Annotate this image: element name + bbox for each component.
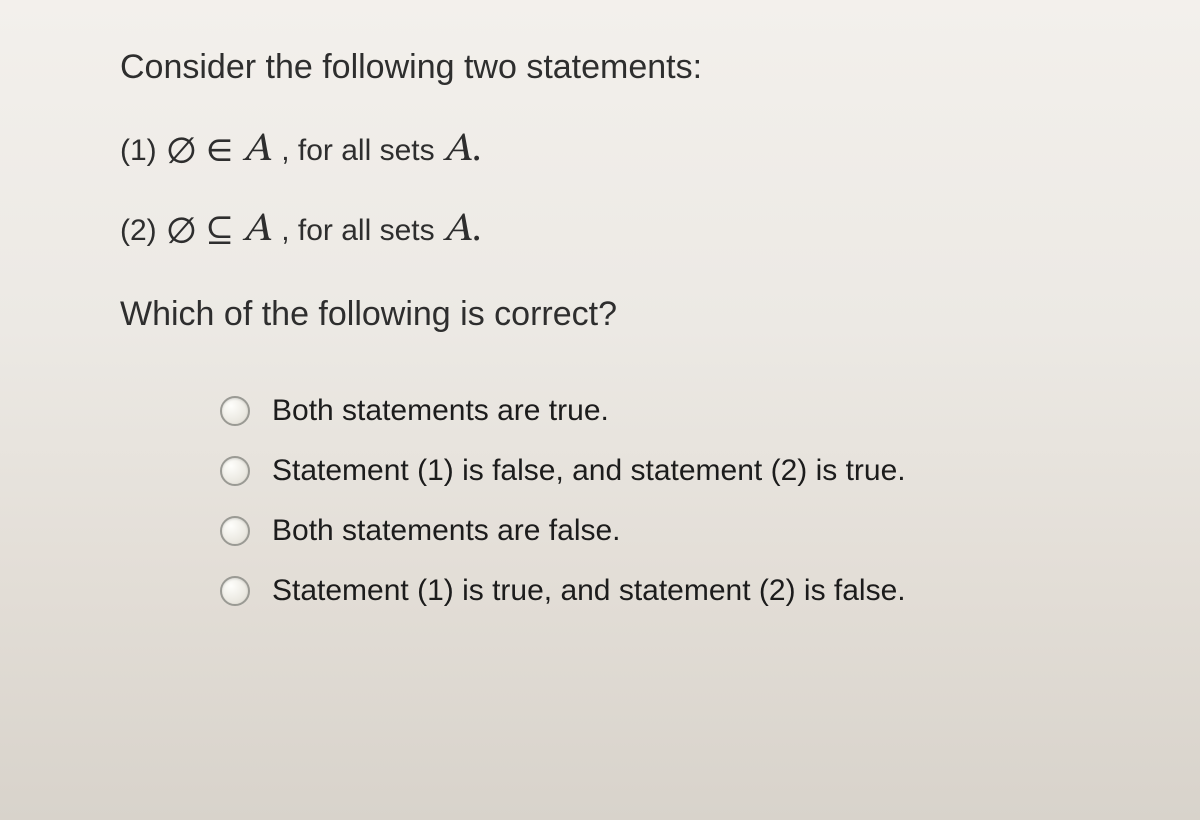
statement-1-rest-math: A xyxy=(443,130,472,170)
statement-2-rel: ⊆ xyxy=(206,212,233,250)
statement-1-rest-pre: , for all sets xyxy=(281,134,443,167)
options-group: Both statements are true. Statement (1) … xyxy=(120,394,1110,608)
statement-1-rest: , for all sets A. xyxy=(281,125,481,175)
statement-2: (2) ∅ ⊆ A, for all sets A. xyxy=(120,205,1110,255)
option-4-label: Statement (1) is true, and statement (2)… xyxy=(272,574,906,608)
statement-1-number: (1) xyxy=(120,134,157,168)
statement-2-rest-punct: . xyxy=(472,210,482,250)
statement-2-math: ∅ ⊆ A xyxy=(167,210,272,250)
statement-1-rest-punct: . xyxy=(472,130,482,170)
statement-2-lhs: ∅ xyxy=(167,212,197,250)
option-1-label: Both statements are true. xyxy=(272,394,609,428)
statement-2-rest-math: A xyxy=(443,210,472,250)
radio-icon[interactable] xyxy=(220,516,250,546)
option-2-label: Statement (1) is false, and statement (2… xyxy=(272,454,906,488)
question-intro: Consider the following two statements: xyxy=(120,48,1110,87)
statement-1: (1) ∅ ∈ A, for all sets A. xyxy=(120,125,1110,175)
statement-2-rhs: A xyxy=(243,210,272,250)
radio-icon[interactable] xyxy=(220,396,250,426)
option-4[interactable]: Statement (1) is true, and statement (2)… xyxy=(220,574,1110,608)
statement-2-rest-pre: , for all sets xyxy=(281,214,443,247)
question-prompt: Which of the following is correct? xyxy=(120,295,1110,334)
statement-1-rhs: A xyxy=(243,130,272,170)
statement-1-lhs: ∅ xyxy=(167,132,197,170)
statement-1-rel: ∈ xyxy=(206,132,233,170)
option-2[interactable]: Statement (1) is false, and statement (2… xyxy=(220,454,1110,488)
statement-1-math: ∅ ∈ A xyxy=(167,130,272,170)
statement-2-number: (2) xyxy=(120,214,157,248)
statement-2-rest: , for all sets A. xyxy=(281,205,481,255)
option-3[interactable]: Both statements are false. xyxy=(220,514,1110,548)
option-3-label: Both statements are false. xyxy=(272,514,621,548)
radio-icon[interactable] xyxy=(220,576,250,606)
option-1[interactable]: Both statements are true. xyxy=(220,394,1110,428)
radio-icon[interactable] xyxy=(220,456,250,486)
